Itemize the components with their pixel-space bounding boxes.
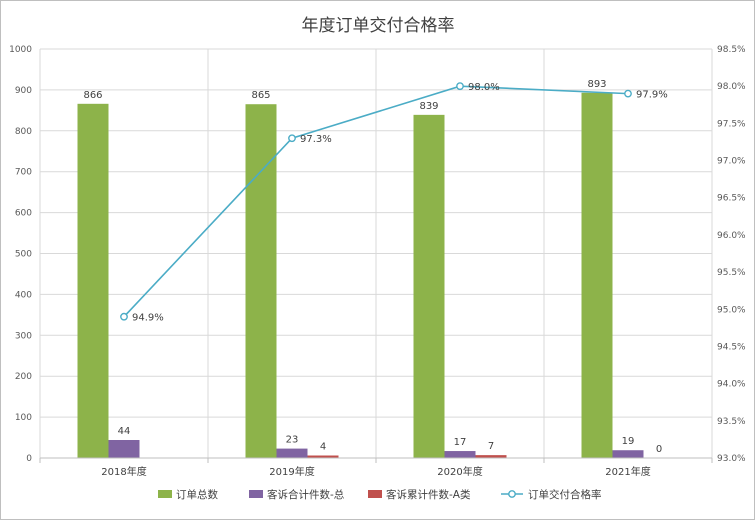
data-label: 19 [622,436,635,447]
y-tick-label: 200 [15,372,32,382]
legend: 订单总数 客诉合计件数-总 客诉累计件数-A类 订单交付合格率 [158,488,602,501]
legend-label: 订单交付合格率 [528,488,602,501]
legend-label: 客诉合计件数-总 [267,488,345,501]
bar [444,451,476,458]
y2-tick-label: 95.0% [717,305,746,315]
bar [307,455,339,458]
line-point [456,82,464,91]
legend-swatch-marker [508,490,516,498]
y-tick-label: 800 [15,127,32,137]
y-tick-label: 700 [15,168,32,178]
y2-tick-label: 93.0% [717,454,746,464]
y2-tick-label: 93.5% [717,417,746,427]
line-series: 94.9% 97.3% 98.0% 97.9% [120,82,668,324]
data-label: 7 [488,441,494,452]
legend-label: 订单总数 [176,488,218,501]
data-label: 839 [419,101,438,112]
y-tick-label: 600 [15,209,32,219]
legend-swatch [158,490,172,498]
y2-tick-label: 95.5% [717,268,746,278]
bar [108,440,140,458]
data-label: 865 [251,90,270,101]
data-label: 23 [286,435,299,446]
y2-tick-label: 98.0% [717,82,746,92]
bar [276,448,308,458]
data-label: 97.9% [636,90,668,101]
data-label: 893 [587,79,606,90]
data-label: 94.9% [132,313,164,324]
line-point [288,134,296,143]
data-label: 97.3% [300,134,332,145]
data-label: 0 [656,444,662,455]
legend-label: 客诉累计件数-A类 [386,488,471,501]
y2-tick-label: 97.5% [717,119,746,129]
y-tick-label: 900 [15,86,32,96]
bar [612,450,644,458]
y2-tick-label: 97.0% [717,157,746,167]
line-point [624,89,632,98]
y2-tick-label: 94.5% [717,342,746,352]
bar [413,114,445,458]
y-tick-label: 500 [15,250,32,260]
bar [245,104,277,458]
x-category-label: 2018年度 [101,465,146,478]
legend-swatch [368,490,382,498]
x-category-label: 2021年度 [605,465,650,478]
data-label: 866 [83,90,102,101]
data-label: 98.0% [468,82,500,93]
y2-tick-label: 96.0% [717,231,746,241]
bars: 866 865 839 893 44 23 17 19 4 7 0 [77,79,662,458]
bar [77,103,109,458]
data-label: 44 [118,426,131,437]
line-point [120,312,128,321]
legend-swatch [249,490,263,498]
x-category-label: 2019年度 [269,465,314,478]
chart-title: 年度订单交付合格率 [302,16,455,36]
y-tick-label: 100 [15,413,32,423]
axes: 0 100 200 300 400 500 600 700 800 900 1000 93.0% 93.… [9,45,746,478]
y-tick-label: 300 [15,331,32,341]
bar [475,455,507,458]
x-category-label: 2020年度 [437,465,482,478]
data-label: 4 [320,442,326,453]
series-line [123,85,629,318]
bar [581,92,613,458]
y-tick-label: 0 [26,454,32,464]
y-tick-label: 400 [15,290,32,300]
y2-tick-label: 94.0% [717,380,746,390]
y-tick-label: 1000 [9,45,32,55]
y2-tick-label: 98.5% [717,45,746,55]
data-label: 17 [454,437,467,448]
grid [39,48,713,459]
y2-tick-label: 96.5% [717,194,746,204]
